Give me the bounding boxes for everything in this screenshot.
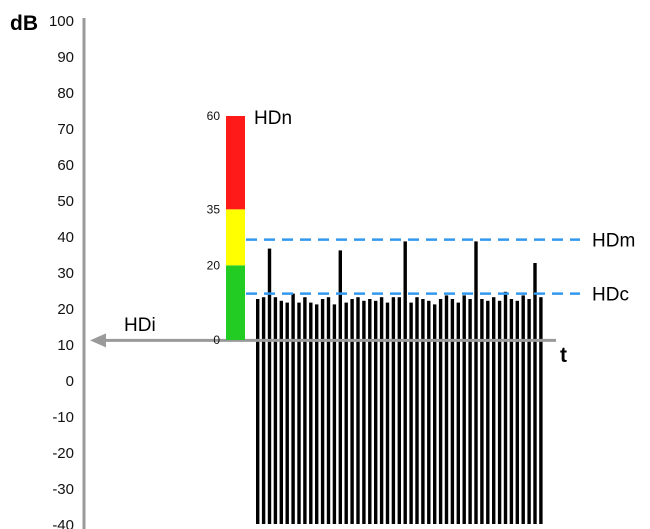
bar xyxy=(356,297,360,524)
y-tick-label: 80 xyxy=(57,85,74,102)
bar xyxy=(515,300,519,524)
level-scale-segment xyxy=(226,209,245,266)
bar xyxy=(533,263,537,524)
level-scale-segment xyxy=(226,116,245,210)
threshold-label: HDm xyxy=(592,231,635,252)
level-scale-tick-label: 0 xyxy=(213,333,220,347)
bar xyxy=(285,302,289,524)
y-tick-label: 60 xyxy=(57,157,74,174)
bar xyxy=(456,302,460,524)
y-tick-label: 0 xyxy=(66,373,74,390)
bar xyxy=(362,300,366,524)
bar xyxy=(421,299,425,524)
bar xyxy=(344,302,348,524)
bar xyxy=(503,291,508,524)
level-scale-tick-label: 20 xyxy=(207,258,221,272)
bar xyxy=(444,295,449,524)
bar xyxy=(350,299,354,524)
bar xyxy=(403,241,407,524)
bar xyxy=(474,241,478,524)
bar xyxy=(527,299,531,524)
bar xyxy=(368,299,372,524)
bar xyxy=(521,295,525,524)
y-tick-label: -40 xyxy=(52,517,74,529)
y-tick-label: 100 xyxy=(49,13,74,30)
x-axis-label: t xyxy=(560,344,567,367)
bar xyxy=(320,299,325,524)
y-tick-label: -10 xyxy=(52,409,74,426)
bar xyxy=(438,299,443,524)
y-tick-label: 90 xyxy=(57,49,74,66)
bar xyxy=(539,297,543,524)
bar xyxy=(415,297,419,524)
bar xyxy=(332,304,337,524)
threshold-lines: HDm HDc xyxy=(246,231,635,306)
y-tick-label: 10 xyxy=(57,337,74,354)
bar xyxy=(397,297,401,524)
y-tick-label: 30 xyxy=(57,265,74,282)
y-tick-label: 20 xyxy=(57,301,74,318)
bar xyxy=(492,297,496,524)
bar xyxy=(309,302,313,524)
bar xyxy=(273,297,278,524)
bar xyxy=(297,302,301,524)
bar xyxy=(391,297,396,524)
baseline-label-hdi: HDi xyxy=(124,315,156,336)
bar xyxy=(486,300,490,524)
bar xyxy=(497,300,502,524)
bars-group xyxy=(256,241,543,524)
bar xyxy=(379,297,384,524)
bar xyxy=(315,304,319,524)
level-scale-label-hdn: HDn xyxy=(254,108,292,129)
bar xyxy=(427,300,431,524)
bar xyxy=(374,300,378,524)
bar xyxy=(338,250,342,524)
level-scale xyxy=(226,116,245,340)
bar xyxy=(385,302,390,524)
level-scale-tick-labels: 0 20 35 60 xyxy=(207,109,221,347)
y-tick-label: 50 xyxy=(57,193,74,210)
bar xyxy=(326,297,331,524)
x-axis-arrowhead xyxy=(90,333,106,348)
bar xyxy=(261,297,266,524)
y-tick-label: 70 xyxy=(57,121,74,138)
bar xyxy=(433,304,437,524)
y-tick-label: -20 xyxy=(52,445,74,462)
y-tick-label: 40 xyxy=(57,229,74,246)
bar xyxy=(267,248,272,524)
y-tick-label: -30 xyxy=(52,481,74,498)
bar xyxy=(291,293,295,524)
y-axis-unit-label: dB xyxy=(10,12,38,35)
bar xyxy=(509,299,514,524)
bar xyxy=(480,299,484,524)
bar xyxy=(450,299,455,524)
level-scale-tick-label: 35 xyxy=(207,202,221,216)
bar xyxy=(462,295,466,524)
level-scale-segment xyxy=(226,265,245,340)
bar xyxy=(256,299,260,524)
level-scale-tick-label: 60 xyxy=(207,109,221,123)
bar xyxy=(279,300,283,524)
bar xyxy=(409,302,413,524)
threshold-label: HDc xyxy=(592,285,629,306)
bar xyxy=(303,297,307,524)
bar xyxy=(468,299,472,524)
